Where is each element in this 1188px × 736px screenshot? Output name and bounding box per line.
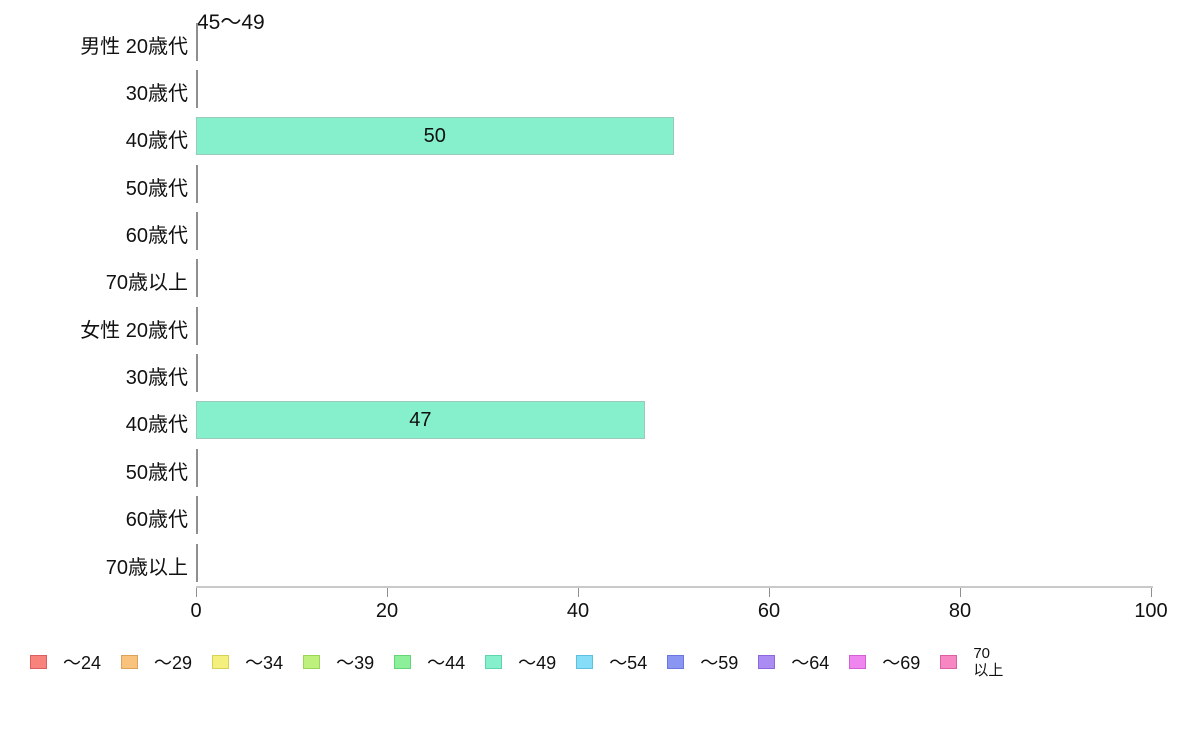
legend-label: 〜49 (518, 653, 557, 673)
bar[interactable]: 50 (196, 117, 674, 156)
plot-area: 50 47 0 20 40 60 80 100 (190, 22, 1168, 622)
category-label: 30歳代 (125, 83, 188, 106)
zero-value-bar (196, 22, 198, 61)
category-label: 60歳代 (125, 509, 188, 532)
zero-value-bar (196, 496, 198, 535)
x-axis-line (196, 586, 1153, 589)
legend-item[interactable]: 〜29 (121, 649, 192, 675)
category-label: 70歳以上 (105, 556, 188, 579)
zero-value-bar (196, 354, 198, 393)
x-axis-tick (769, 588, 770, 598)
legend-item[interactable]: 〜39 (303, 649, 374, 675)
legend-label: 〜29 (154, 653, 193, 673)
legend-label: 〜39 (336, 653, 375, 673)
legend-color-swatch (758, 655, 776, 669)
zero-value-bar (196, 259, 198, 298)
category-label: 40歳代 (125, 414, 188, 437)
legend-item[interactable]: 〜54 (576, 649, 647, 675)
zero-value-bar (196, 164, 198, 203)
category-label: 50歳代 (125, 461, 188, 484)
legend-item[interactable]: 〜34 (212, 649, 283, 675)
x-axis-tick-label: 20 (375, 600, 399, 623)
x-axis-tick-label: 40 (566, 600, 590, 623)
legend-label: 〜64 (791, 653, 830, 673)
legend-label: 〜44 (427, 653, 466, 673)
x-axis-tick (578, 588, 579, 598)
legend-color-swatch (849, 655, 867, 669)
legend-item[interactable]: 〜44 (394, 649, 465, 675)
bar[interactable]: 47 (196, 401, 645, 440)
x-axis-tick (960, 588, 961, 598)
legend-label: 〜69 (882, 653, 921, 673)
y-axis-category-labels: 男性 20歳代 30歳代 40歳代 50歳代 60歳代 70歳以上 女性 20歳代 30歳代 4… (0, 0, 188, 600)
legend-item[interactable]: 70 以上 (940, 645, 1003, 679)
x-axis-tick (1151, 588, 1152, 598)
category-label: 40歳代 (125, 130, 188, 153)
x-axis-tick-label: 0 (190, 600, 202, 623)
legend: 〜24 〜29 〜34 〜39 〜44 〜49 〜54 〜59 〜64 〜69 70 以上 (30, 638, 1188, 686)
legend-label: 〜24 (63, 653, 102, 673)
category-label: 70歳以上 (105, 272, 188, 295)
category-label: 30歳代 (125, 367, 188, 390)
legend-color-swatch (576, 655, 594, 669)
bar-value-label: 50 (423, 124, 446, 147)
zero-value-bar (196, 543, 198, 582)
zero-value-bar (196, 70, 198, 109)
legend-color-swatch (212, 655, 230, 669)
legend-color-swatch (303, 655, 321, 669)
legend-item[interactable]: 〜24 (30, 649, 101, 675)
legend-label: 〜34 (245, 653, 284, 673)
zero-value-bar (196, 306, 198, 345)
legend-label: 70 以上 (973, 645, 1004, 679)
category-label: 60歳代 (125, 225, 188, 248)
category-label: 50歳代 (125, 177, 188, 200)
legend-item[interactable]: 〜59 (667, 649, 738, 675)
x-axis-tick (387, 588, 388, 598)
legend-label: 〜54 (609, 653, 648, 673)
x-axis-tick-label: 60 (757, 600, 781, 623)
chart-title: 45〜49 (197, 11, 265, 34)
legend-color-swatch (940, 655, 958, 669)
legend-item[interactable]: 〜49 (485, 649, 556, 675)
legend-color-swatch (485, 655, 503, 669)
legend-color-swatch (667, 655, 685, 669)
legend-color-swatch (121, 655, 139, 669)
zero-value-bar (196, 448, 198, 487)
legend-color-swatch (30, 655, 47, 669)
legend-color-swatch (394, 655, 412, 669)
legend-label: 〜59 (700, 653, 739, 673)
bar-value-label: 47 (409, 408, 432, 431)
zero-value-bar (196, 212, 198, 251)
category-label: 女性 20歳代 (80, 319, 188, 342)
x-axis-tick-label: 80 (948, 600, 972, 623)
x-axis-tick (196, 588, 197, 598)
x-axis-tick-label: 100 (1134, 600, 1168, 623)
category-label: 男性 20歳代 (80, 35, 188, 58)
legend-item[interactable]: 〜69 (849, 649, 920, 675)
legend-item[interactable]: 〜64 (758, 649, 829, 675)
